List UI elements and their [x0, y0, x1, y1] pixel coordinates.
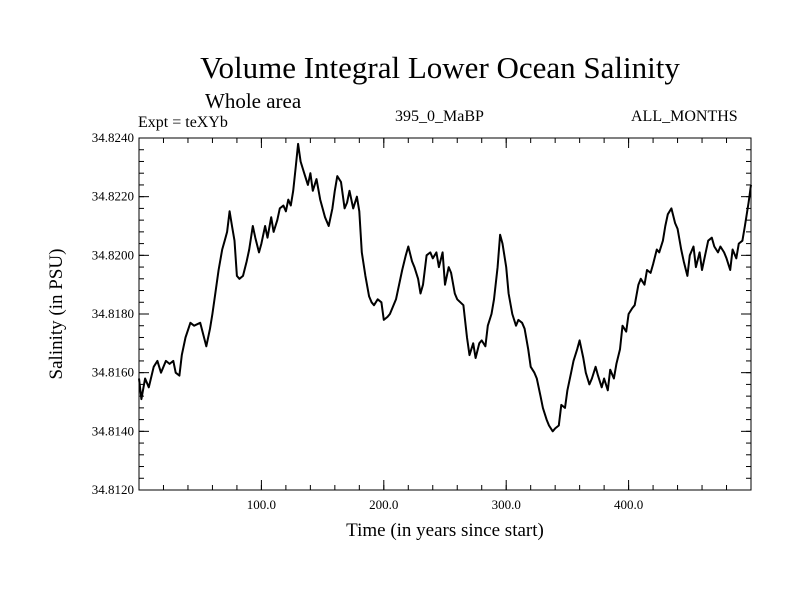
y-axis-label: Salinity (in PSU) — [46, 249, 67, 380]
x-tick-label: 400.0 — [614, 497, 643, 512]
x-tick-label: 200.0 — [369, 497, 398, 512]
y-tick-label: 34.8220 — [92, 189, 134, 204]
x-axis-label: Time (in years since start) — [346, 520, 544, 541]
y-tick-label: 34.8200 — [92, 247, 134, 262]
y-tick-label: 34.8240 — [92, 130, 134, 145]
chart-title: Volume Integral Lower Ocean Salinity — [200, 50, 680, 85]
experiment-label: Expt = teXYb — [138, 114, 228, 131]
series-line — [138, 142, 752, 433]
run-label: 395_0_MaBP — [395, 108, 484, 125]
y-tick-label: 34.8180 — [92, 306, 134, 321]
chart-subtitle: Whole area — [205, 89, 302, 113]
x-tick-label: 100.0 — [247, 497, 276, 512]
y-tick-label: 34.8160 — [92, 365, 134, 380]
x-tick-label: 300.0 — [492, 497, 521, 512]
y-tick-label: 34.8120 — [92, 482, 134, 497]
y-tick-label: 34.8140 — [92, 423, 134, 438]
months-label: ALL_MONTHS — [631, 108, 738, 125]
plot-frame — [138, 137, 752, 491]
